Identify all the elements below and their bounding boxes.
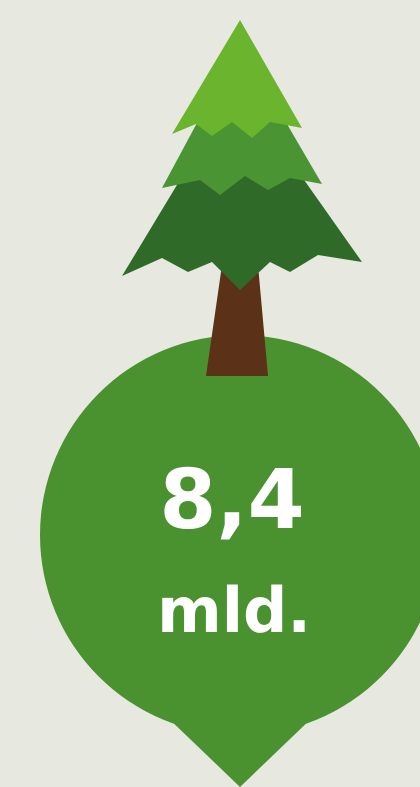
infographic: 8,4 mld.: [0, 0, 420, 787]
figure-unit: mld.: [157, 574, 311, 647]
figure-value: 8,4: [159, 453, 304, 548]
